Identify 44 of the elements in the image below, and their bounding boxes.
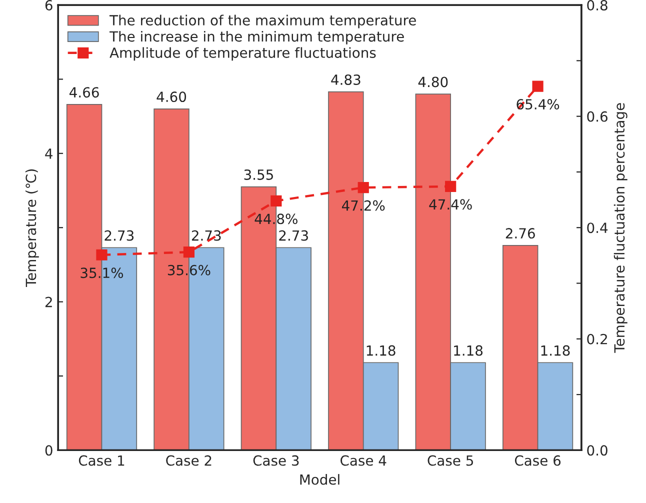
- y2-tick-label: 0.4: [587, 222, 608, 234]
- y2-axis-title: Temperature fluctuation percentage: [614, 103, 628, 353]
- point: [445, 180, 456, 192]
- data-label: 4.83: [331, 74, 360, 85]
- data-label: 4.80: [418, 76, 448, 88]
- x-tick-label: Case 1: [78, 455, 124, 466]
- data-label: 2.73: [192, 230, 221, 241]
- x-axis-title: Model: [300, 474, 340, 485]
- data-label: 1.18: [454, 345, 483, 356]
- x-tick-label: Case 3: [253, 455, 299, 466]
- x-tick-label: Case 5: [428, 455, 473, 466]
- y-axis-title: Temperature (℃): [25, 169, 39, 288]
- point: [532, 80, 544, 92]
- data-label: 2.76: [506, 228, 535, 239]
- data-label: 47.4%: [429, 199, 472, 210]
- x-tick-label: Case 2: [166, 455, 212, 466]
- data-label: 2.73: [104, 230, 134, 241]
- y2-tick-label: 0.2: [587, 334, 607, 344]
- legend-label: Amplitude of temperature fluctuations: [110, 47, 376, 61]
- point: [183, 246, 195, 258]
- data-label: 1.18: [541, 345, 570, 356]
- y2-tick-label: 0.8: [587, 0, 608, 11]
- x-tick-label: Case 6: [514, 455, 561, 466]
- point: [270, 195, 282, 206]
- y2-tick-label: 0.6: [587, 111, 608, 122]
- point: [358, 182, 369, 194]
- data-label: 35.6%: [168, 264, 210, 276]
- data-label: 4.60: [156, 92, 186, 102]
- data-label: 2.73: [279, 230, 308, 241]
- legend-label: The reduction of the maximum temperature: [109, 14, 416, 28]
- point: [96, 249, 108, 260]
- y-tick-label: 4: [45, 148, 52, 159]
- y-tick-label: 6: [45, 0, 52, 11]
- data-label: 47.2%: [342, 200, 385, 211]
- data-label: 1.18: [366, 345, 396, 356]
- data-label: 4.66: [70, 87, 99, 98]
- y-tick-label: 0: [45, 445, 52, 456]
- data-label: 35.1%: [80, 268, 124, 278]
- text: 0.0: [587, 445, 608, 456]
- data-label: 3.55: [244, 169, 273, 180]
- legend-label: The increase in the minimum temperature: [109, 30, 404, 44]
- x-tick-label: Case 4: [340, 455, 386, 466]
- y-tick-label: 2: [45, 296, 52, 308]
- data-label: 44.8%: [254, 214, 298, 224]
